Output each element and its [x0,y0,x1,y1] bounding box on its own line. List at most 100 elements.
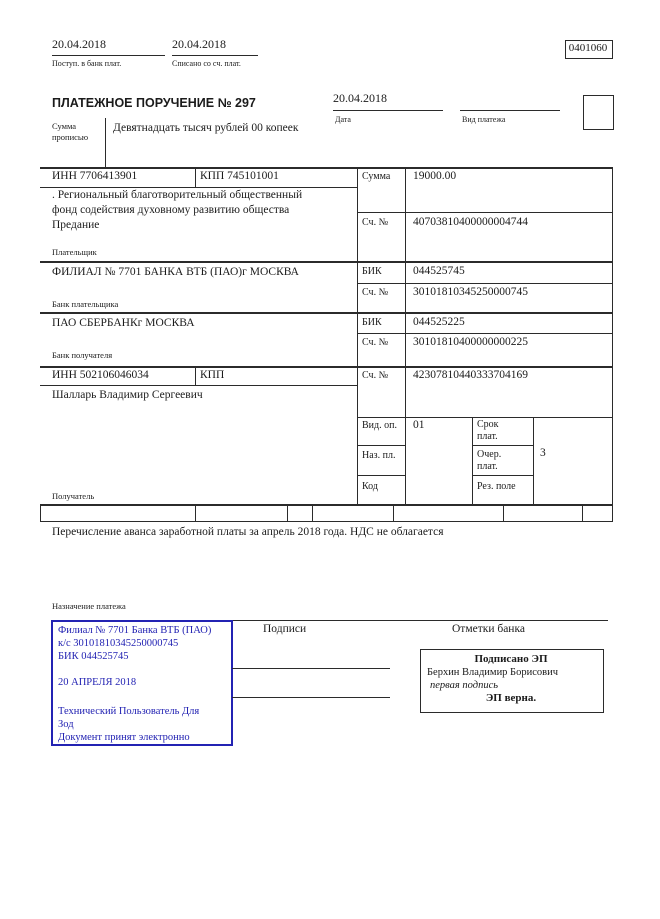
grid-line [393,505,394,521]
payer-bank-account: 30101810345250000745 [413,286,528,298]
stamp-line: Зод [58,719,74,730]
debited-from-account-date: 20.04.2018 [172,37,226,51]
payee-inn: ИНН 502106046034 [52,369,149,381]
form-code: 0401060 [568,42,608,54]
payer-account-label: Сч. № [362,217,389,228]
payment-purpose-label: Назначение платежа [52,601,126,611]
code-label: Код [362,481,378,492]
payer-bank-bik: 044525745 [413,265,465,277]
amount-in-words-label: Сумма прописью [52,121,89,142]
payee-account-number: 42307810440333704169 [413,369,528,381]
payment-type-label: Вид платежа [462,115,506,124]
payer-name-line: Предание [52,219,100,231]
grid-line [472,475,533,476]
grid-line [195,167,196,187]
form-code-box [565,40,613,59]
signatures-label: Подписи [263,623,307,635]
payment-term-label: плат. [477,431,498,442]
signed-with-esignature-label: Подписано ЭП [474,653,548,665]
payer-status-box [583,95,614,130]
grid-line [40,521,612,522]
received-in-bank-date: 20.04.2018 [52,37,106,51]
stamp-line: Документ принят электронно [58,732,190,743]
payee-bank-bik-label: БИК [362,317,382,328]
grid-line [582,505,583,521]
grid-line [40,261,612,263]
grid-line [357,475,405,476]
payee-bank-bik: 044525225 [413,316,465,328]
signature-line [232,697,390,698]
payee-account-label: Сч. № [362,370,389,381]
payee-name: Шалларь Владимир Сергеевич [52,389,203,401]
signature-kind: первая подпись [430,680,499,691]
amount-in-words-value: Девятнадцать тысяч рублей 00 копеек [113,122,299,134]
bank-blue-stamp-box [51,620,233,746]
payee-kpp-label: КПП [200,369,225,381]
grid-line [40,504,41,521]
esignature-valid-label: ЭП верна. [485,692,537,704]
payee-section-label: Получатель [52,491,95,501]
payer-bank-bik-label: БИК [362,266,382,277]
grid-line [40,366,612,368]
grid-line [357,167,358,505]
grid-line [472,417,473,505]
grid-line [357,445,405,446]
payee-bank-account: 30101810400000000225 [413,336,528,348]
stamp-line: БИК 044525745 [58,651,129,662]
stamp-line: Технический Пользователь Для [58,706,200,717]
payer-bank-account-label: Сч. № [362,287,389,298]
grid-line [232,620,608,621]
debited-from-account-label: Списано со сч. плат. [172,59,241,68]
payee-bank-section-label: Банк получателя [52,350,113,360]
grid-line [533,417,534,505]
grid-line [40,167,612,169]
document-date: 20.04.2018 [333,91,387,105]
grid-line [612,167,613,522]
payment-term-label: Срок [477,419,499,430]
grid-line [357,283,612,284]
grid-line [105,118,106,168]
bank-signature-stamp-box [420,649,604,713]
grid-line [405,167,406,505]
grid-line [472,445,533,446]
grid-line [460,110,560,111]
sum-value: 19000.00 [413,170,457,182]
payer-kpp: КПП 745101001 [200,170,279,182]
payer-name-line: фонд содействия духовному развитию общес… [52,204,290,216]
payee-bank-account-label: Сч. № [362,337,389,348]
payer-bank-section-label: Банк плательщика [52,299,119,309]
operation-type-label: Вид. оп. [362,420,397,431]
bank-marks-label: Отметки банка [452,623,525,635]
grid-line [287,505,288,521]
grid-line [312,505,313,521]
date-label: Дата [335,115,351,124]
stamp-line: к/с 30101810345250000745 [58,638,179,649]
signer-name: Берхин Владимир Борисович [427,667,558,678]
payment-purpose-text: Перечисление аванса заработной платы за … [52,526,444,538]
grid-line [333,110,443,111]
operation-type-value: 01 [413,419,425,431]
grid-line [40,385,357,386]
payment-priority-label: Очер. [477,449,502,460]
reserve-field-label: Рез. поле [477,481,516,492]
stamp-line: 20 АПРЕЛЯ 2018 [58,677,137,688]
grid-line [52,55,165,56]
signature-line [232,668,390,669]
document-title: ПЛАТЕЖНОЕ ПОРУЧЕНИЕ № 297 [52,96,256,110]
payment-priority-value: 3 [540,447,546,459]
grid-line [40,504,612,506]
grid-line [195,505,196,521]
payer-account-number: 40703810400000004744 [413,216,528,228]
payer-inn: ИНН 7706413901 [52,170,138,182]
grid-line [195,366,196,385]
grid-line [40,187,357,188]
received-in-bank-label: Поступ. в банк плат. [52,59,122,68]
sum-label: Сумма [362,171,391,182]
grid-line [357,333,612,334]
payer-section-label: Плательщик [52,247,97,257]
payee-bank-name: ПАО СБЕРБАНКг МОСКВА [52,317,195,329]
grid-line [357,417,612,418]
payer-bank-name: ФИЛИАЛ № 7701 БАНКА ВТБ (ПАО)г МОСКВА [52,266,299,278]
payment-priority-label: плат. [477,461,498,472]
